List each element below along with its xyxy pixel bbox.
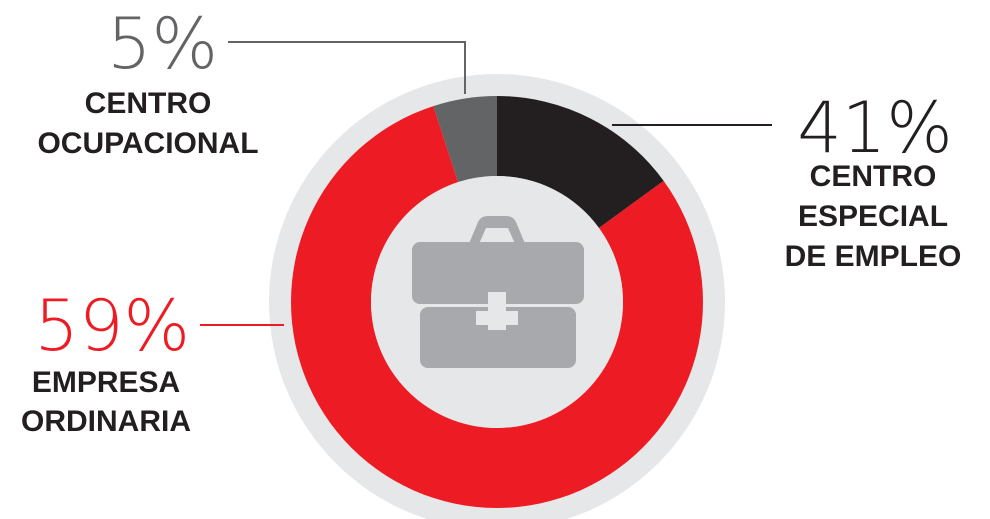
value-label-empresa-ordinaria: 59%	[34, 285, 190, 367]
donut-slice-empresa-ordinaria	[290, 106, 704, 508]
category-label-centro-ocupacional-line2: OCUPACIONAL	[37, 127, 258, 160]
donut-segments	[290, 96, 704, 508]
briefcase-icon	[412, 216, 584, 368]
leader-line-centro-ocupacional	[228, 41, 466, 94]
category-label-centro-especial-line1: CENTRO	[810, 160, 937, 193]
category-label-centro-ocupacional-line1: CENTRO	[85, 87, 212, 120]
category-label-empresa-ordinaria-line2: ORDINARIA	[21, 405, 191, 438]
category-label-empresa-ordinaria-line1: EMPRESA	[32, 366, 180, 399]
value-label-centro-especial: 41%	[797, 87, 953, 169]
category-label-centro-especial-line3: DE EMPLEO	[785, 240, 962, 273]
donut-slice-centro-especial	[497, 96, 664, 228]
value-label-centro-ocupacional: 5%	[107, 3, 218, 85]
donut-slice-centro-ocupacional	[433, 96, 497, 183]
category-label-centro-especial-line2: ESPECIAL	[798, 200, 948, 233]
